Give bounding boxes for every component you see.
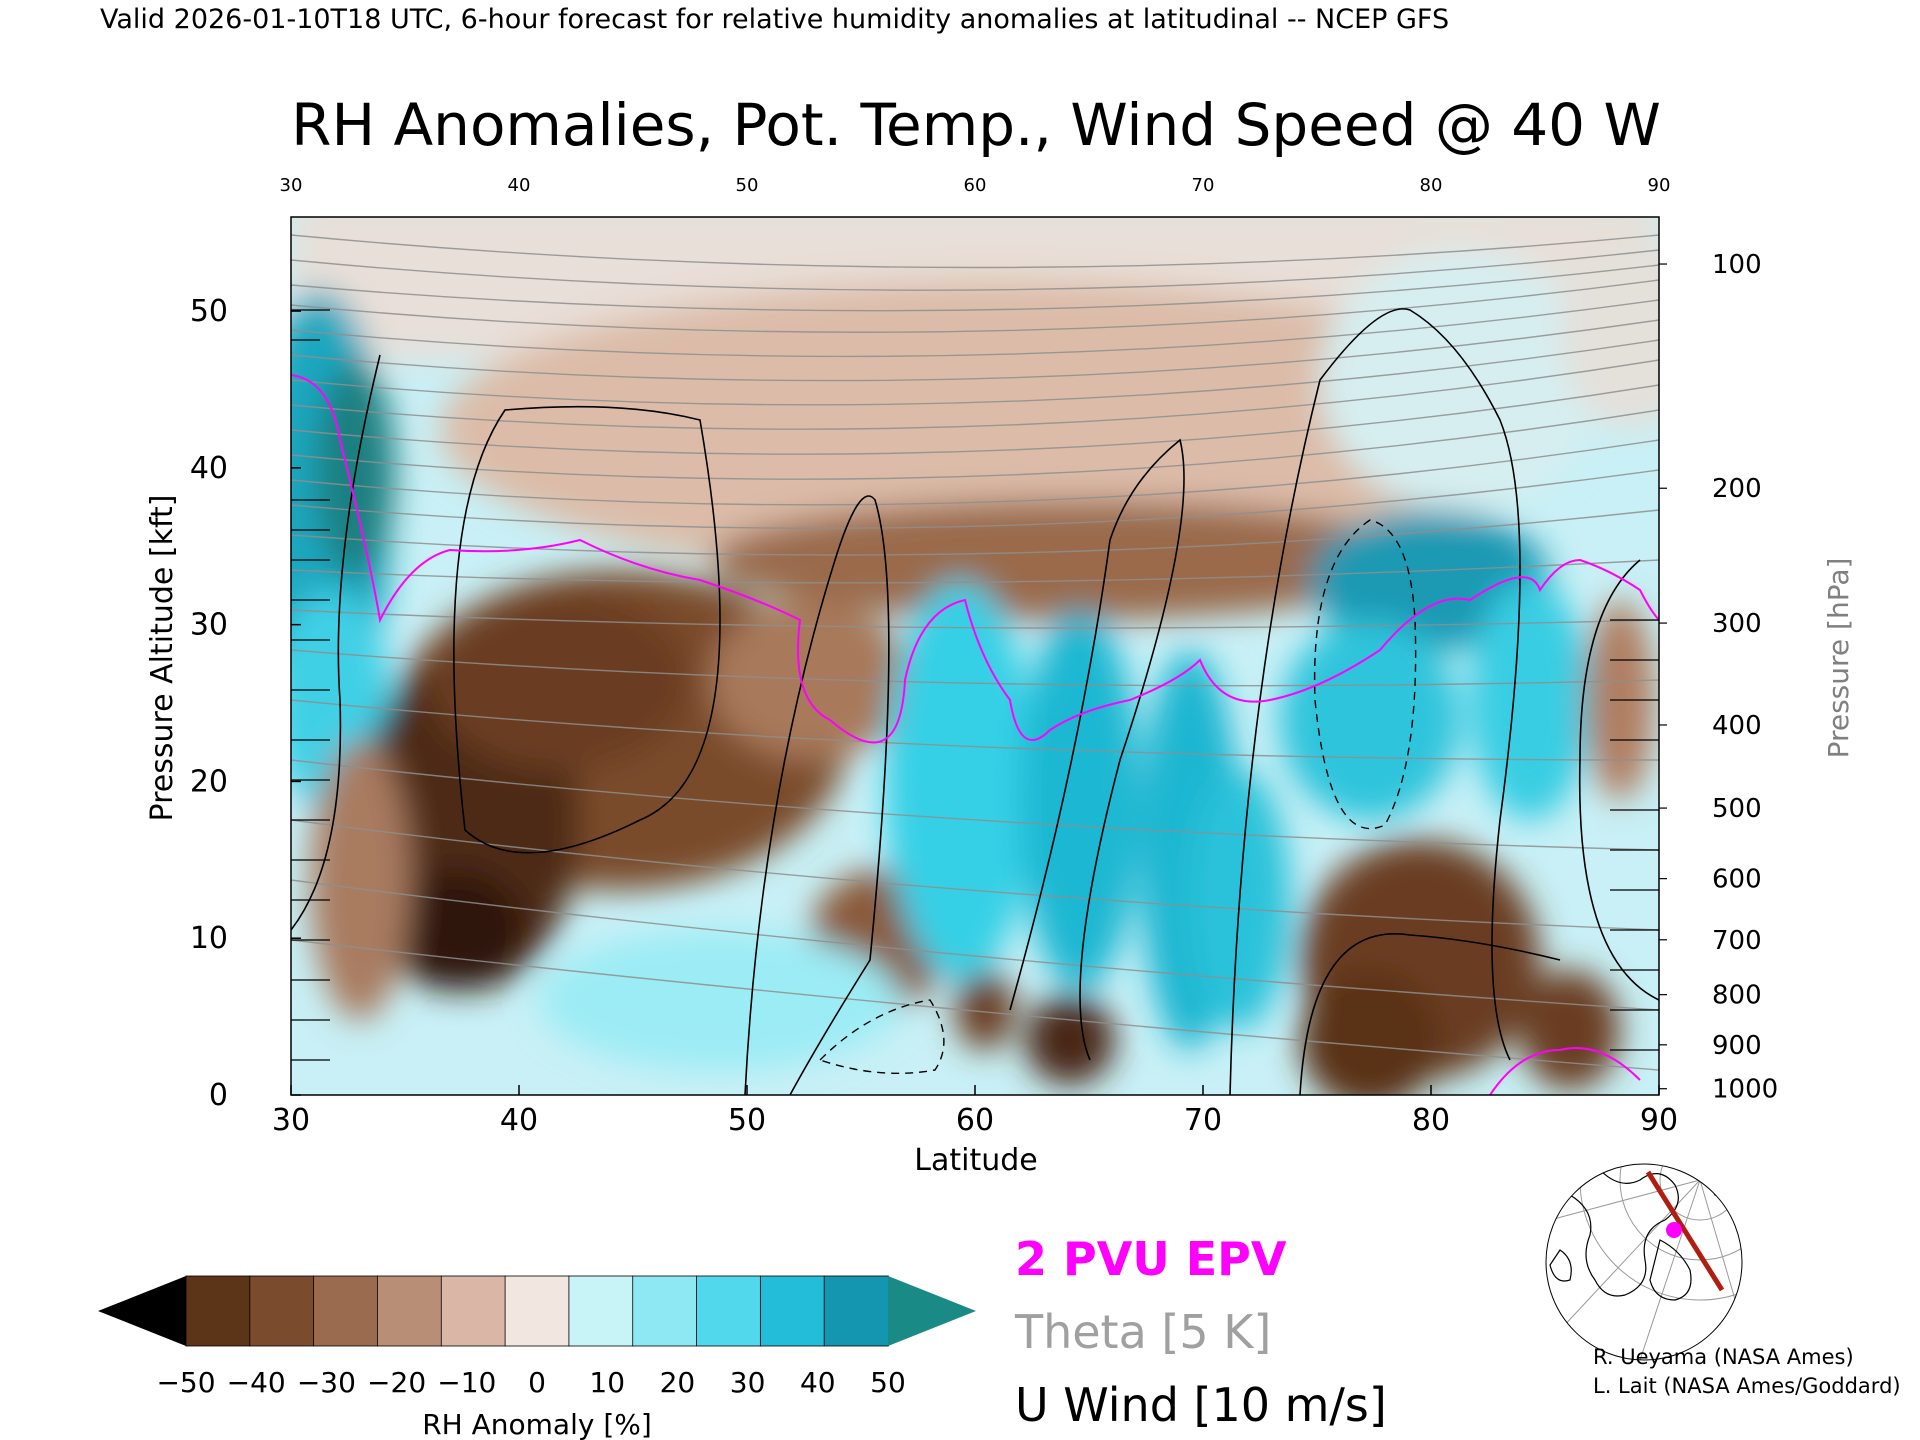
x-tick-label: 70 xyxy=(1184,1103,1222,1138)
x-tick-label: 30 xyxy=(272,1103,310,1138)
chart-title: RH Anomalies, Pot. Temp., Wind Speed @ 4… xyxy=(291,91,1661,159)
colorbar-tick-label: 10 xyxy=(589,1366,625,1399)
pressure-tick-label: 900 xyxy=(1712,1031,1762,1061)
colorbar-low-arrow xyxy=(98,1276,186,1346)
epv-contour xyxy=(291,374,1659,1095)
x-axis-label: Latitude xyxy=(914,1143,1037,1178)
y-tick-label: 20 xyxy=(190,764,228,799)
legend-epv: 2 PVU EPV xyxy=(1015,1232,1287,1286)
colorbar-tick-label: −10 xyxy=(437,1366,496,1399)
y-axis-left-label: Pressure Altitude [kft] xyxy=(145,495,180,822)
x-tick-label: 80 xyxy=(1412,1103,1450,1138)
credit-line-2: L. Lait (NASA Ames/Goddard) xyxy=(1593,1374,1901,1398)
location-dot xyxy=(1666,1222,1682,1238)
x-top-tick-label: 80 xyxy=(1420,175,1443,196)
colorbar-tick-label: 50 xyxy=(870,1366,906,1399)
colorbar-segment xyxy=(823,1275,889,1347)
plot-area xyxy=(290,216,1660,1096)
colorbar-segment xyxy=(440,1275,506,1347)
colorbar-tick-label: 30 xyxy=(730,1366,766,1399)
y-tick-label: 10 xyxy=(190,921,228,956)
colorbar-tick-label: −40 xyxy=(227,1366,286,1399)
colorbar-high-arrow xyxy=(888,1276,976,1346)
x-tick-label: 50 xyxy=(728,1103,766,1138)
y-tick-label: 40 xyxy=(190,451,228,486)
pressure-tick-label: 500 xyxy=(1712,794,1762,824)
colorbar-tick-label: −30 xyxy=(297,1366,356,1399)
colorbar-segment xyxy=(759,1275,826,1347)
x-top-tick-label: 30 xyxy=(280,175,303,196)
y-axis-right-label: Pressure [hPa] xyxy=(1822,558,1855,759)
pressure-tick-label: 800 xyxy=(1712,981,1762,1011)
y-axis-right: 100 200 300 400 500 600 700 800 900 1000 xyxy=(1659,250,1778,1105)
colorbar-tick-label: −20 xyxy=(367,1366,426,1399)
x-tick-label: 60 xyxy=(956,1103,994,1138)
x-top-tick-label: 90 xyxy=(1648,175,1671,196)
legend-theta: Theta [5 K] xyxy=(1014,1305,1271,1359)
left-tick-comb xyxy=(291,309,330,1061)
transect-line xyxy=(1645,1170,1725,1292)
colorbar-segment xyxy=(568,1275,634,1347)
y-tick-label: 30 xyxy=(190,608,228,643)
rh-anomaly-field xyxy=(291,217,1659,1095)
x-axis-top: 30 40 50 60 70 80 90 xyxy=(280,175,1671,196)
x-tick-label: 40 xyxy=(500,1103,538,1138)
legend-wind: U Wind [10 m/s] xyxy=(1015,1378,1387,1432)
x-top-tick-label: 60 xyxy=(964,175,987,196)
x-axis-bottom: 30 40 50 60 70 80 90 xyxy=(272,1085,1678,1138)
colorbar-segments xyxy=(185,1275,889,1347)
wind-contours xyxy=(291,308,1659,1095)
y-tick-label: 50 xyxy=(190,294,228,329)
credit-line-1: R. Ueyama (NASA Ames) xyxy=(1593,1345,1854,1369)
y-axis-left: 0 10 20 30 40 50 xyxy=(190,294,301,1113)
pressure-tick-label: 600 xyxy=(1712,865,1762,895)
colorbar-tick-label: 20 xyxy=(660,1366,696,1399)
pressure-tick-label: 700 xyxy=(1712,926,1762,956)
colorbar-tick-label: 0 xyxy=(528,1366,546,1399)
locator-map xyxy=(1545,1163,1743,1361)
legend: 2 PVU EPV Theta [5 K] U Wind [10 m/s] xyxy=(1014,1232,1387,1432)
y-tick-label: 0 xyxy=(209,1078,228,1113)
pressure-tick-label: 200 xyxy=(1712,474,1762,504)
theta-contours xyxy=(291,234,1659,1071)
colorbar-segment xyxy=(632,1275,698,1347)
negative-wind-contours xyxy=(818,519,1417,1075)
colorbar-segment xyxy=(696,1275,762,1347)
colorbar-segment xyxy=(185,1275,251,1347)
pressure-tick-label: 300 xyxy=(1712,609,1762,639)
colorbar-ticks: −50 −40 −30 −20 −10 0 10 20 30 40 50 xyxy=(156,1366,905,1399)
colorbar-label: RH Anomaly [%] xyxy=(422,1408,652,1440)
pressure-tick-label: 400 xyxy=(1712,711,1762,741)
x-top-tick-label: 40 xyxy=(508,175,531,196)
colorbar: −50 −40 −30 −20 −10 0 10 20 30 40 50 RH Anomaly [%… xyxy=(98,1275,976,1440)
map-coastlines xyxy=(1549,1168,1742,1301)
colorbar-segment xyxy=(377,1275,443,1347)
colorbar-tick-label: −50 xyxy=(156,1366,215,1399)
x-top-tick-label: 50 xyxy=(736,175,759,196)
pressure-tick-label: 100 xyxy=(1712,250,1762,280)
colorbar-segment xyxy=(249,1275,315,1347)
right-tick-comb xyxy=(1610,619,1659,1051)
x-tick-label: 90 xyxy=(1640,1103,1678,1138)
x-top-tick-label: 70 xyxy=(1192,175,1215,196)
pressure-tick-label: 1000 xyxy=(1712,1075,1778,1105)
colorbar-segment xyxy=(313,1275,379,1347)
valid-line: Valid 2026-01-10T18 UTC, 6-hour forecast… xyxy=(100,4,1449,35)
colorbar-tick-label: 40 xyxy=(800,1366,836,1399)
colorbar-segment xyxy=(504,1275,570,1347)
